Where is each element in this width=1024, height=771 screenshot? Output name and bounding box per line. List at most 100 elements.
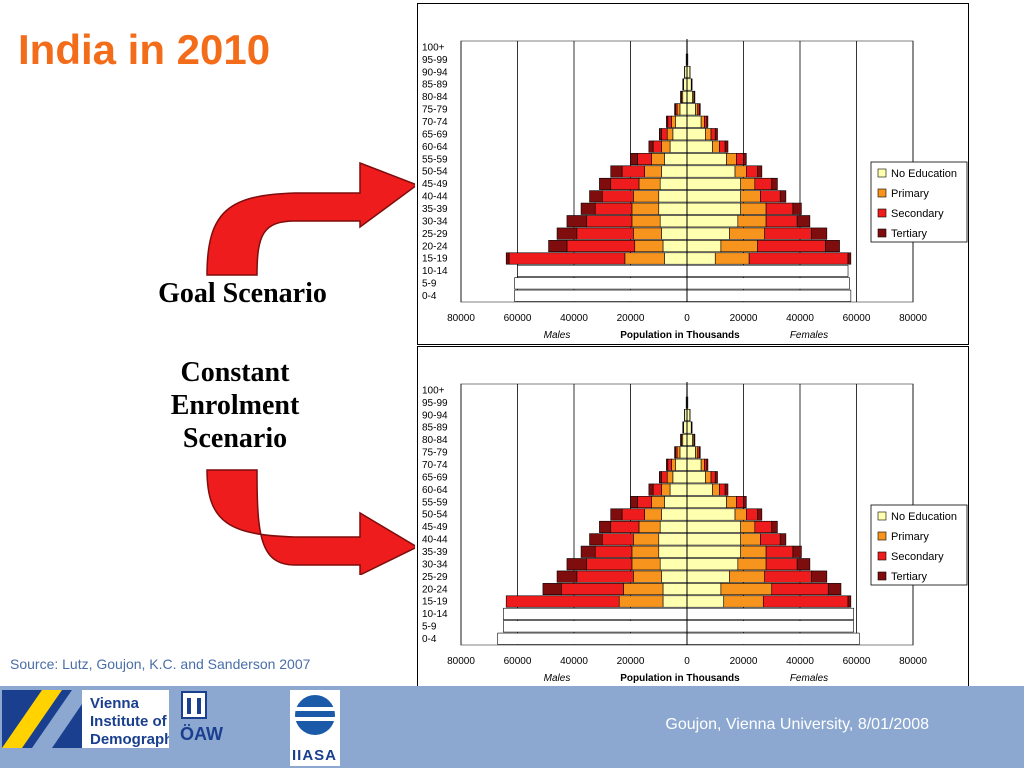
- legend-swatch: [878, 169, 886, 177]
- x-tick-label: 80000: [447, 656, 475, 667]
- males-bar-segment: [667, 472, 673, 483]
- legend-swatch: [878, 572, 886, 580]
- males-bar-segment: [602, 191, 633, 202]
- males-bar-segment: [668, 459, 672, 470]
- males-bar-segment: [649, 484, 653, 495]
- males-bar-segment: [638, 153, 652, 164]
- males-bar-segment: [638, 496, 652, 507]
- females-bar-segment: [687, 509, 735, 520]
- age-group-label: 50-54: [422, 167, 448, 178]
- vid-logo-line-1: Vienna: [90, 695, 140, 712]
- males-bar-segment: [581, 546, 595, 557]
- females-bar-segment: [687, 191, 741, 202]
- females-bar-segment: [741, 521, 755, 532]
- males-bar-segment: [680, 447, 687, 458]
- males-bar-segment: [662, 228, 687, 239]
- females-bar-segment: [828, 583, 841, 594]
- legend-swatch: [878, 209, 886, 217]
- males-bar-segment: [518, 265, 688, 276]
- males-bar-segment: [632, 203, 659, 214]
- females-bar-segment: [755, 521, 772, 532]
- legend-entry: Primary: [891, 531, 929, 543]
- x-tick-label: 60000: [843, 656, 871, 667]
- females-bar-segment: [687, 621, 854, 632]
- age-group-label: 65-69: [422, 472, 448, 483]
- males-bar-segment: [567, 559, 587, 570]
- females-bar-segment: [741, 178, 755, 189]
- females-bar-segment: [715, 253, 749, 264]
- females-bar-segment: [687, 278, 849, 289]
- females-bar-segment: [797, 216, 810, 227]
- females-bar-segment: [727, 496, 737, 507]
- males-bar-segment: [663, 240, 687, 251]
- males-bar-segment: [662, 509, 687, 520]
- females-bar-segment: [772, 178, 778, 189]
- males-bar-segment: [632, 216, 660, 227]
- females-bar-segment: [687, 178, 741, 189]
- males-bar-segment: [659, 534, 687, 545]
- males-bar-segment: [667, 129, 673, 140]
- females-bar-segment: [715, 129, 717, 140]
- females-bar-segment: [687, 228, 729, 239]
- females-bar-segment: [687, 459, 701, 470]
- females-bar-segment: [687, 484, 712, 495]
- males-bar-segment: [675, 447, 676, 458]
- females-bar-segment: [687, 141, 712, 152]
- age-group-label: 45-49: [422, 522, 448, 533]
- males-bar-segment: [659, 191, 687, 202]
- females-bar-segment: [760, 534, 780, 545]
- x-tick-label: 40000: [560, 313, 588, 324]
- age-group-label: 80-84: [422, 435, 448, 446]
- x-axis-title: Population in Thousands: [620, 330, 740, 341]
- legend-entry: No Education: [891, 511, 957, 523]
- males-bar-segment: [671, 459, 675, 470]
- age-group-label: 100+: [422, 385, 445, 396]
- males-bar-segment: [590, 534, 603, 545]
- females-label: Females: [790, 673, 828, 684]
- males-bar-segment: [549, 240, 567, 251]
- age-group-label: 55-59: [422, 154, 448, 165]
- x-tick-label: 60000: [843, 313, 871, 324]
- x-tick-label: 80000: [899, 656, 927, 667]
- males-bar-segment: [663, 583, 687, 594]
- females-bar-segment: [687, 203, 741, 214]
- age-group-label: 0-4: [422, 291, 437, 302]
- x-tick-label: 60000: [504, 313, 532, 324]
- females-bar-segment: [687, 534, 741, 545]
- females-bar-segment: [738, 559, 766, 570]
- males-bar-segment: [666, 116, 667, 127]
- females-bar-segment: [729, 571, 764, 582]
- females-bar-segment: [721, 240, 758, 251]
- upper-arrow-icon: [207, 163, 415, 275]
- females-bar-segment: [735, 509, 746, 520]
- females-bar-segment: [848, 596, 851, 607]
- males-bar-segment: [503, 621, 687, 632]
- males-bar-segment: [645, 509, 662, 520]
- males-bar-segment: [660, 521, 687, 532]
- x-tick-label: 80000: [899, 313, 927, 324]
- males-bar-segment: [662, 141, 670, 152]
- females-bar-segment: [715, 472, 717, 483]
- males-bar-segment: [632, 546, 659, 557]
- males-bar-segment: [506, 253, 509, 264]
- males-bar-segment: [498, 633, 687, 644]
- x-tick-label: 40000: [560, 656, 588, 667]
- females-bar-segment: [766, 216, 797, 227]
- males-bar-segment: [567, 240, 635, 251]
- legend-entry: Secondary: [891, 551, 944, 563]
- males-bar-segment: [664, 253, 687, 264]
- males-bar-segment: [683, 434, 687, 445]
- iiasa-logo-text: IIASA: [292, 747, 337, 764]
- females-bar-segment: [780, 534, 786, 545]
- females-bar-segment: [772, 521, 778, 532]
- females-bar-segment: [687, 216, 738, 227]
- males-bar-segment: [676, 459, 687, 470]
- males-bar-segment: [653, 141, 661, 152]
- lower-arrow-icon: [207, 470, 415, 575]
- females-bar-segment: [766, 203, 793, 214]
- age-group-label: 60-64: [422, 142, 448, 153]
- males-bar-segment: [673, 129, 687, 140]
- age-group-label: 50-54: [422, 510, 448, 521]
- females-bar-segment: [705, 116, 707, 127]
- x-tick-label: 40000: [786, 656, 814, 667]
